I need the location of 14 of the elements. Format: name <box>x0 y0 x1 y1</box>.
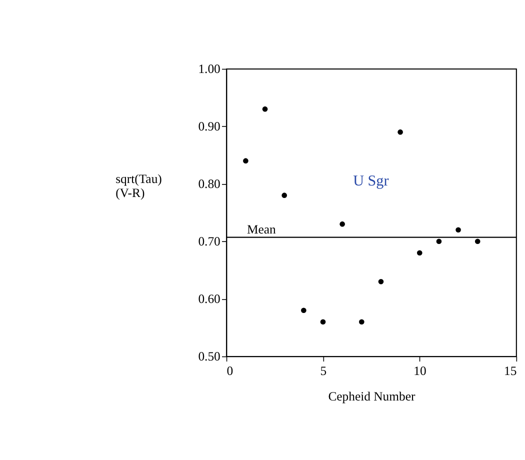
annotation: U Sgr <box>353 174 389 190</box>
y-tick-label: 0.80 <box>198 177 220 192</box>
x-tick-label: 15 <box>504 364 517 378</box>
x-tick-label: 5 <box>320 364 327 378</box>
ref-line-label: Mean <box>247 222 277 236</box>
x-tick-label: 0 <box>226 364 234 378</box>
x-tick-label: 10 <box>414 364 426 378</box>
y-tick-label: 0.50 <box>198 350 220 364</box>
y-tick-label: 0.90 <box>198 120 220 134</box>
y-tick-label: 1.00 <box>198 62 220 76</box>
y-tick-label: 0.70 <box>198 234 220 249</box>
x-axis-title: Cepheid Number <box>328 389 416 404</box>
y-axis-title: sqrt(Tau) (V-R) <box>116 172 162 200</box>
y-tick-label: 0.60 <box>198 292 220 306</box>
